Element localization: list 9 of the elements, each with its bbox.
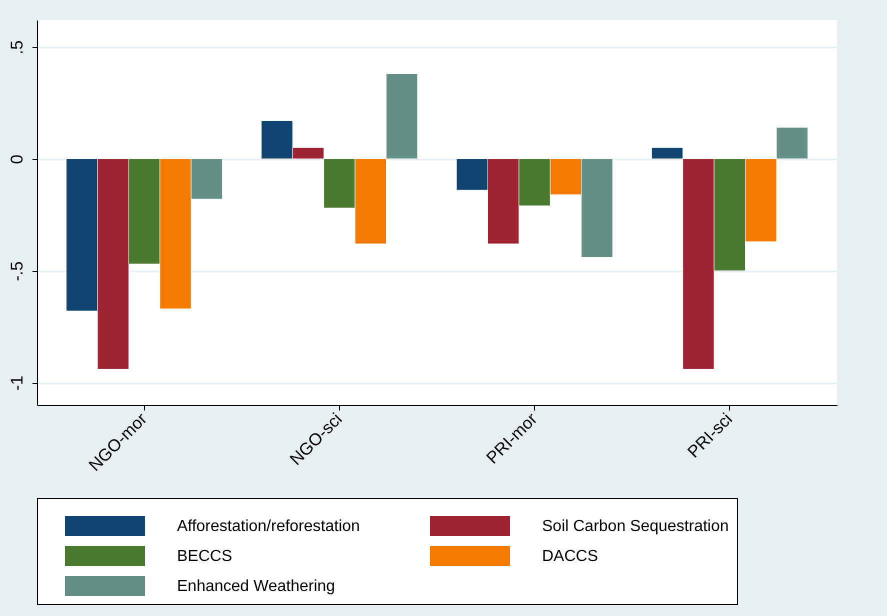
- y-tick-label: 0: [8, 154, 26, 164]
- legend-label: Soil Carbon Sequestration: [542, 518, 729, 535]
- legend-label: BECCS: [177, 548, 232, 565]
- y-tick-label: .5: [8, 40, 26, 54]
- legend-label: Afforestation/reforestation: [177, 518, 360, 535]
- legend-label: Enhanced Weathering: [177, 578, 336, 595]
- y-tick-label: -1: [8, 376, 26, 391]
- legend-label: DACCS: [542, 548, 598, 565]
- y-tick-label: -.5: [8, 261, 26, 282]
